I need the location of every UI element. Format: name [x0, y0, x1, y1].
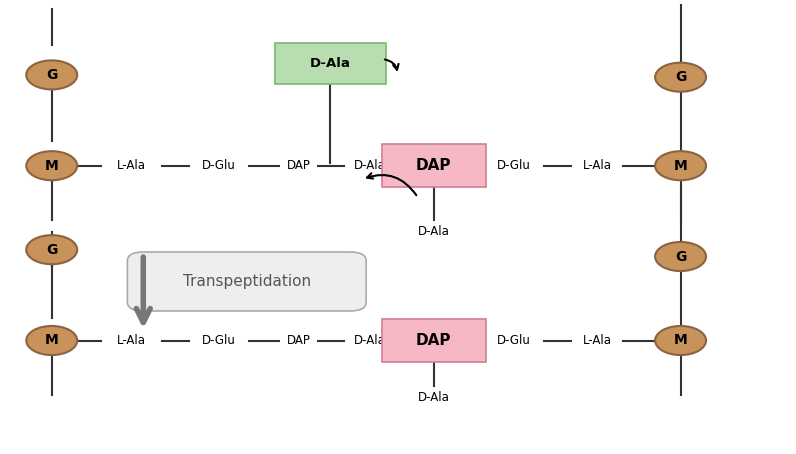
Text: M: M: [45, 159, 59, 173]
Text: L-Ala: L-Ala: [583, 159, 611, 172]
Text: G: G: [46, 68, 57, 82]
Circle shape: [655, 63, 706, 92]
Text: DAP: DAP: [287, 159, 310, 172]
Circle shape: [26, 60, 77, 89]
Circle shape: [655, 242, 706, 271]
FancyBboxPatch shape: [382, 144, 486, 187]
Text: L-Ala: L-Ala: [583, 334, 611, 347]
Text: M: M: [673, 159, 688, 173]
Text: DAP: DAP: [416, 158, 451, 173]
Text: D-Glu: D-Glu: [202, 159, 236, 172]
Circle shape: [655, 151, 706, 180]
Text: D-Ala: D-Ala: [354, 334, 386, 347]
Text: D-Ala: D-Ala: [310, 57, 351, 70]
Text: D-Glu: D-Glu: [497, 159, 530, 172]
Text: DAP: DAP: [287, 334, 310, 347]
Text: G: G: [46, 243, 57, 257]
Circle shape: [26, 326, 77, 355]
Text: Transpeptidation: Transpeptidation: [183, 274, 310, 289]
FancyBboxPatch shape: [127, 252, 366, 311]
Text: D-Ala: D-Ala: [418, 391, 450, 404]
Text: G: G: [675, 70, 686, 84]
Text: DAP: DAP: [416, 333, 451, 348]
FancyBboxPatch shape: [382, 319, 486, 362]
Text: D-Ala: D-Ala: [418, 225, 450, 238]
Circle shape: [26, 151, 77, 180]
Text: D-Ala: D-Ala: [354, 159, 386, 172]
Text: L-Ala: L-Ala: [117, 334, 146, 347]
Text: D-Glu: D-Glu: [497, 334, 530, 347]
Text: M: M: [45, 334, 59, 347]
Text: D-Glu: D-Glu: [202, 334, 236, 347]
Text: M: M: [673, 334, 688, 347]
Text: G: G: [675, 250, 686, 263]
Circle shape: [655, 326, 706, 355]
Text: L-Ala: L-Ala: [117, 159, 146, 172]
FancyBboxPatch shape: [275, 43, 386, 84]
Circle shape: [26, 235, 77, 264]
